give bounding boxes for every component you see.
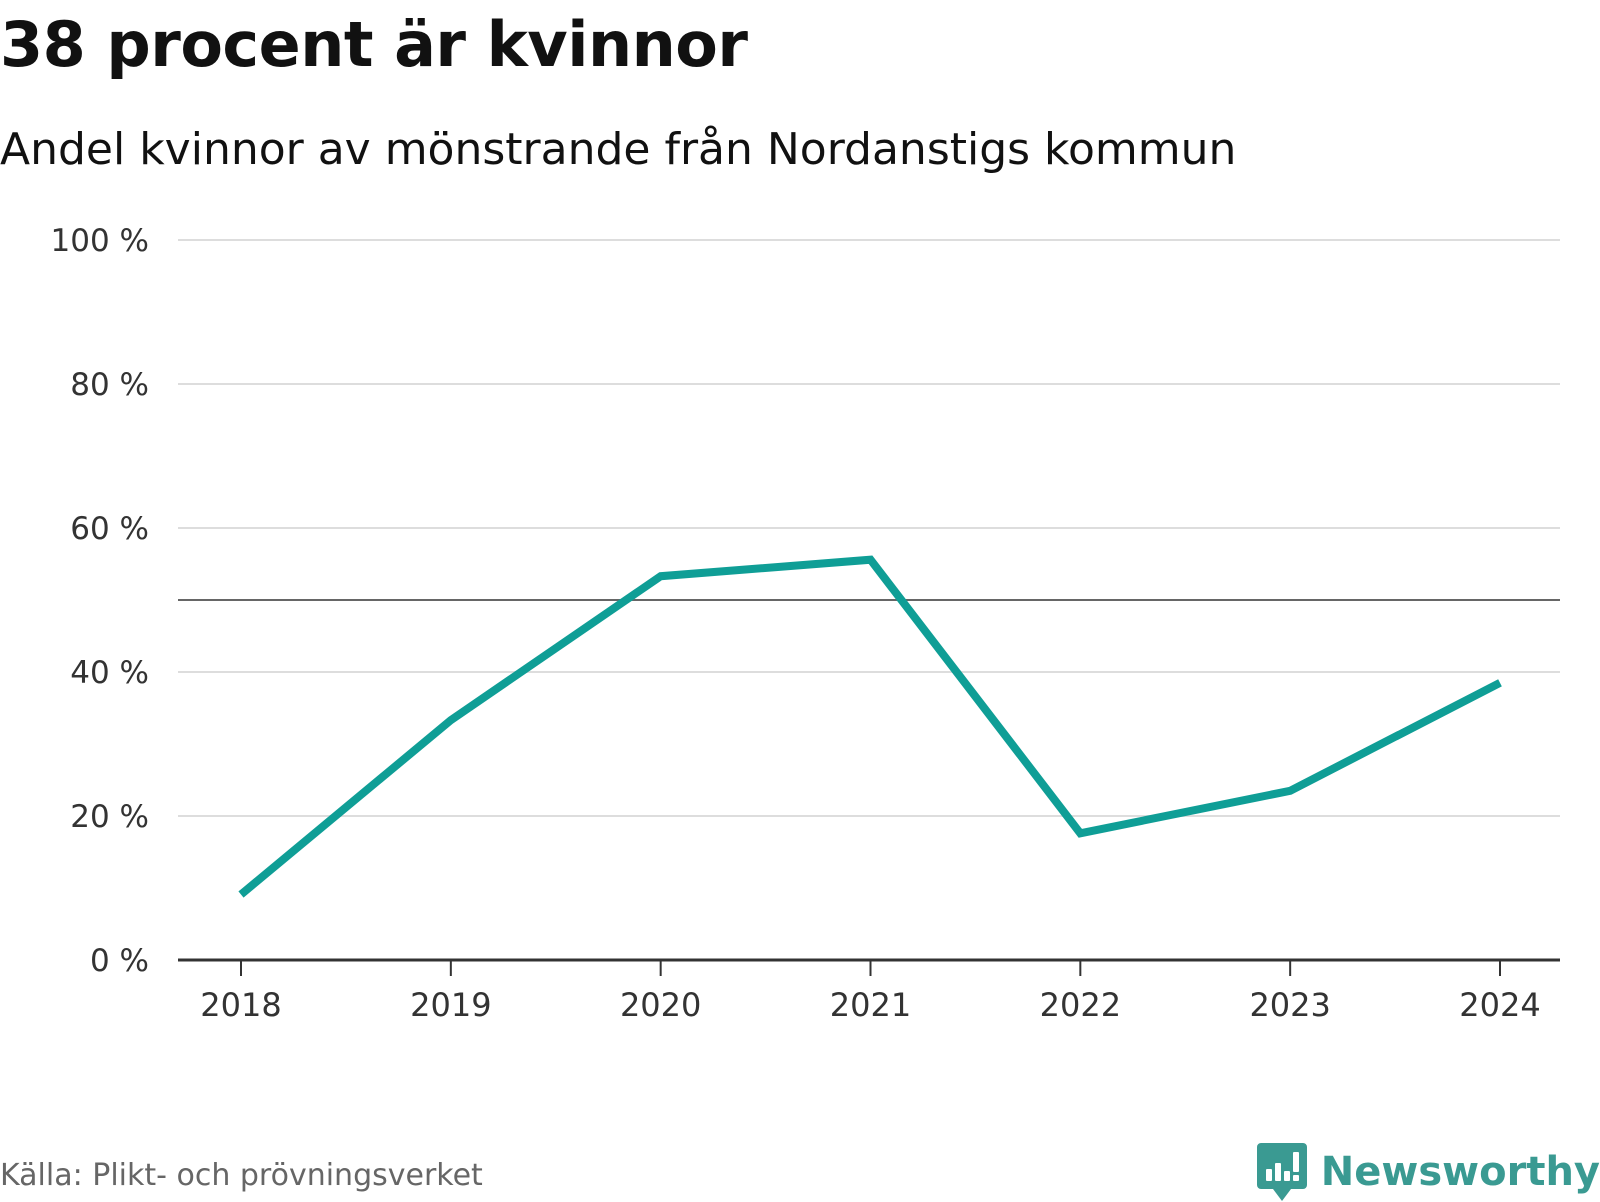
x-axis: 2018 2019 2020 2021 2022 2023 2024: [178, 958, 1560, 1024]
data-point-2018: [237, 890, 245, 898]
y-tick-label-0: 0 %: [90, 943, 149, 979]
x-tick-label-2023: 2023: [1249, 986, 1330, 1024]
data-point-2019: [447, 716, 455, 724]
brand-name: Newsworthy: [1320, 1149, 1600, 1195]
y-tick-label-40: 40 %: [70, 655, 149, 691]
data-point-2022: [1076, 829, 1084, 837]
chart-subtitle: Andel kvinnor av mönstrande från Nordans…: [0, 124, 1237, 175]
chart-title: 38 procent är kvinnor: [0, 8, 748, 81]
y-tick-label-100: 100 %: [51, 223, 149, 259]
series-line-0: [238, 555, 1502, 898]
gridlines: [178, 239, 1560, 817]
x-tick-label-2021: 2021: [830, 986, 911, 1024]
x-tick-label-2024: 2024: [1459, 986, 1540, 1024]
brand-logo: Newsworthy: [1256, 1142, 1600, 1202]
data-point-2024: [1496, 679, 1504, 687]
x-tick-label-2022: 2022: [1040, 986, 1121, 1024]
x-tick-label-2019: 2019: [410, 986, 491, 1024]
data-point-2021: [867, 556, 875, 564]
x-tick-label-2018: 2018: [200, 986, 281, 1024]
y-tick-label-20: 20 %: [70, 799, 149, 835]
data-point-2020: [657, 572, 665, 580]
y-axis-ticks: 0 % 20 % 40 % 60 % 80 % 100 %: [51, 223, 149, 979]
y-tick-label-60: 60 %: [70, 511, 149, 547]
newsworthy-logo-icon: [1256, 1143, 1307, 1201]
y-tick-label-80: 80 %: [70, 367, 149, 403]
x-tick-label-2020: 2020: [620, 986, 701, 1024]
series-group: [237, 555, 1504, 898]
data-point-2023: [1286, 787, 1294, 795]
source-note: Källa: Plikt- och prövningsverket: [0, 1158, 483, 1193]
